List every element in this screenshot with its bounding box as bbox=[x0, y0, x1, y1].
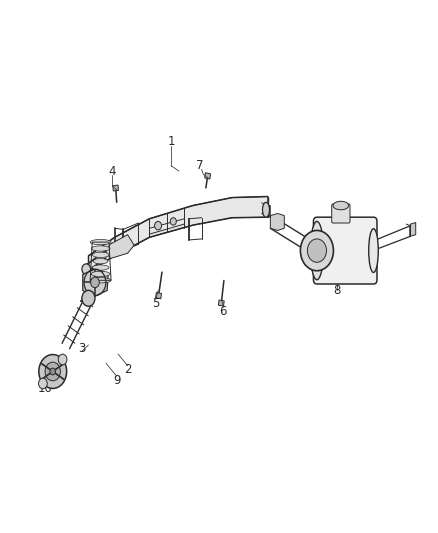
Circle shape bbox=[307, 239, 326, 262]
Circle shape bbox=[58, 354, 67, 365]
Polygon shape bbox=[113, 185, 118, 191]
Polygon shape bbox=[155, 293, 162, 299]
Ellipse shape bbox=[333, 201, 349, 210]
Polygon shape bbox=[88, 197, 268, 272]
Ellipse shape bbox=[90, 239, 111, 245]
Ellipse shape bbox=[90, 278, 111, 283]
Circle shape bbox=[91, 277, 99, 288]
Polygon shape bbox=[83, 268, 108, 297]
Ellipse shape bbox=[91, 246, 110, 251]
Ellipse shape bbox=[92, 265, 109, 270]
Polygon shape bbox=[106, 235, 134, 259]
Ellipse shape bbox=[93, 259, 108, 264]
Polygon shape bbox=[205, 173, 211, 179]
Ellipse shape bbox=[92, 252, 109, 257]
Circle shape bbox=[170, 217, 177, 225]
Circle shape bbox=[50, 368, 56, 375]
Circle shape bbox=[45, 362, 60, 381]
Polygon shape bbox=[410, 222, 416, 236]
Text: 7: 7 bbox=[196, 159, 203, 172]
Text: 9: 9 bbox=[113, 374, 120, 387]
Circle shape bbox=[82, 290, 95, 306]
Text: 6: 6 bbox=[219, 305, 227, 318]
Circle shape bbox=[155, 221, 162, 230]
Ellipse shape bbox=[91, 271, 110, 277]
Text: 3: 3 bbox=[78, 342, 85, 355]
Text: 4: 4 bbox=[109, 165, 116, 177]
Polygon shape bbox=[270, 214, 284, 230]
Ellipse shape bbox=[262, 203, 269, 217]
Circle shape bbox=[300, 230, 333, 271]
Circle shape bbox=[39, 354, 67, 389]
FancyBboxPatch shape bbox=[332, 204, 350, 223]
Ellipse shape bbox=[311, 221, 323, 280]
Polygon shape bbox=[219, 300, 224, 306]
Text: 1: 1 bbox=[167, 135, 175, 148]
Ellipse shape bbox=[369, 229, 378, 272]
Text: 5: 5 bbox=[152, 297, 159, 310]
Circle shape bbox=[39, 378, 47, 389]
Text: 10: 10 bbox=[38, 382, 53, 395]
Text: 2: 2 bbox=[124, 364, 131, 376]
FancyBboxPatch shape bbox=[314, 217, 377, 284]
Circle shape bbox=[82, 264, 91, 274]
Text: 8: 8 bbox=[333, 284, 340, 297]
